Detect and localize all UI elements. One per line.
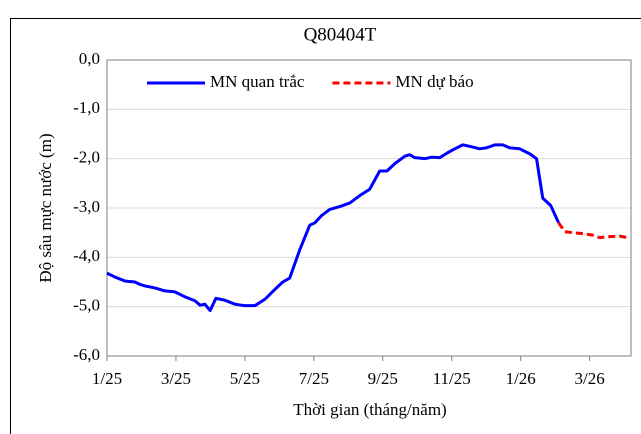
x-tick-label: 5/25 <box>230 369 260 388</box>
y-tick-label: -5,0 <box>73 296 100 315</box>
x-tick-label: 3/25 <box>161 369 191 388</box>
chart-title: Q80404T <box>304 24 377 45</box>
x-tick-label: 11/25 <box>433 369 471 388</box>
x-tick-label: 9/25 <box>368 369 398 388</box>
chart-frame <box>10 18 641 434</box>
legend-label: MN quan trắc <box>210 72 305 91</box>
y-tick-label: -6,0 <box>73 345 100 364</box>
y-tick-label: -3,0 <box>73 197 100 216</box>
y-axis-label: Độ sâu mực nước (m) <box>36 133 55 282</box>
legend-label: MN dự báo <box>395 72 473 91</box>
x-axis-label: Thời gian (tháng/năm) <box>293 400 446 419</box>
x-tick-label: 1/26 <box>506 369 536 388</box>
y-tick-label: -2,0 <box>73 148 100 167</box>
data-line <box>106 143 560 313</box>
x-tick-label: 3/26 <box>575 369 605 388</box>
plot-border <box>106 59 632 357</box>
data-line <box>557 221 628 240</box>
y-tick-label: -4,0 <box>73 246 100 265</box>
y-tick-label: -1,0 <box>73 98 100 117</box>
x-tick-label: 7/25 <box>299 369 329 388</box>
x-tick-label: 1/25 <box>92 369 122 388</box>
y-tick-label: 0,0 <box>79 49 100 68</box>
